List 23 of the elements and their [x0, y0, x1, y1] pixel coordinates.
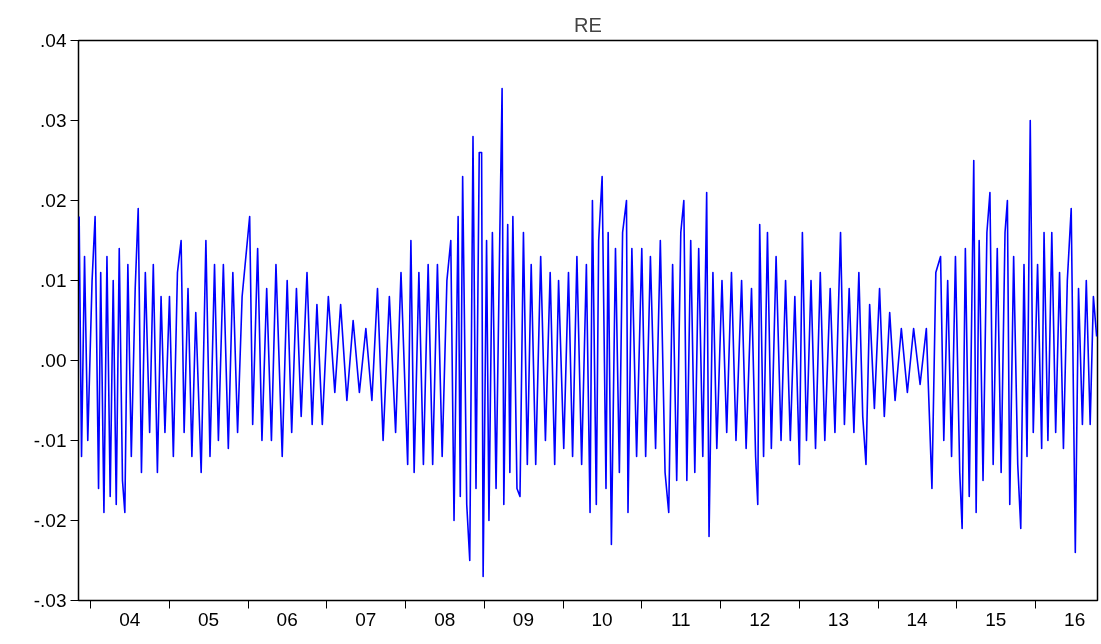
y-tick-label: .01: [40, 270, 67, 291]
x-tick-label: 06: [276, 608, 298, 630]
x-tick-label: 11: [670, 608, 691, 630]
y-tick-label: -.03: [33, 590, 67, 611]
y-tick-label: .03: [40, 110, 67, 131]
x-tick-label: 13: [827, 608, 849, 630]
line-series: [78, 87, 1098, 578]
x-tick-label: 04: [119, 608, 141, 630]
y-tick-label: .00: [40, 350, 67, 371]
y-tick-label: .04: [40, 30, 67, 51]
x-tick-label: 16: [1064, 608, 1086, 630]
x-tick-label: 08: [434, 608, 456, 630]
x-tick-label: 05: [197, 608, 220, 630]
x-tick-label: 12: [749, 608, 771, 630]
x-tick-label: 14: [906, 608, 929, 630]
y-tick-label: .02: [40, 190, 67, 211]
y-tick-label: -.02: [33, 510, 67, 531]
y-tick-label: -.01: [33, 430, 67, 451]
x-tick-label: 07: [355, 608, 377, 630]
x-tick-label: 15: [985, 608, 1007, 630]
chart-title: RE: [574, 13, 602, 36]
x-tick-label: 10: [591, 608, 613, 630]
x-tick-label: 09: [512, 608, 535, 630]
